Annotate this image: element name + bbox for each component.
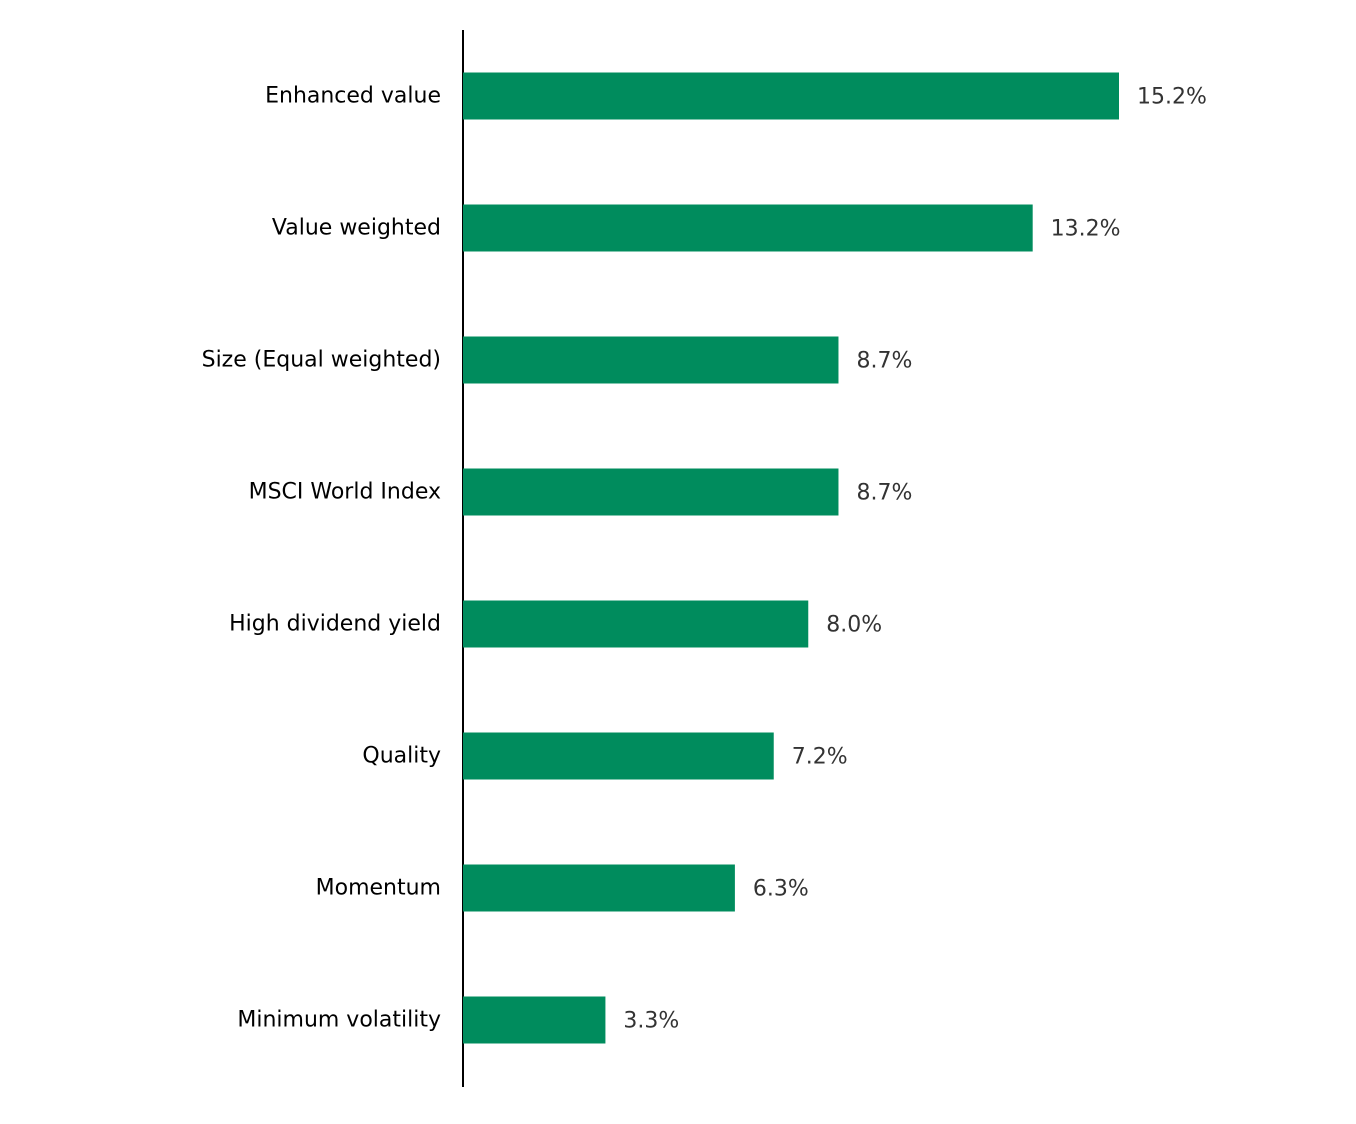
bar bbox=[463, 204, 1033, 252]
category-label: Momentum bbox=[316, 876, 441, 901]
labels-group: Enhanced value 15.2% Value weighted 13.2% Si… bbox=[202, 84, 1207, 1034]
bar bbox=[463, 864, 735, 912]
category-label: Minimum volatility bbox=[237, 1008, 441, 1033]
data-label: 8.0% bbox=[826, 613, 882, 638]
bar bbox=[463, 72, 1119, 120]
bar bbox=[463, 732, 774, 780]
category-label: Enhanced value bbox=[265, 84, 441, 109]
data-label: 6.3% bbox=[753, 877, 809, 902]
category-label: Value weighted bbox=[272, 216, 441, 241]
category-label: High dividend yield bbox=[229, 612, 441, 637]
data-label: 7.2% bbox=[792, 745, 848, 770]
bars-group bbox=[463, 72, 1119, 1044]
bar bbox=[463, 996, 606, 1044]
data-label: 8.7% bbox=[856, 349, 912, 374]
data-label: 13.2% bbox=[1051, 217, 1121, 242]
category-label: MSCI World Index bbox=[249, 480, 441, 505]
data-label: 15.2% bbox=[1137, 85, 1207, 110]
data-label: 3.3% bbox=[623, 1009, 679, 1034]
category-label: Size (Equal weighted) bbox=[202, 348, 441, 373]
bar bbox=[463, 468, 839, 516]
bar bbox=[463, 600, 809, 648]
bar bbox=[463, 336, 839, 384]
data-label: 8.7% bbox=[856, 481, 912, 506]
category-label: Quality bbox=[362, 744, 441, 769]
